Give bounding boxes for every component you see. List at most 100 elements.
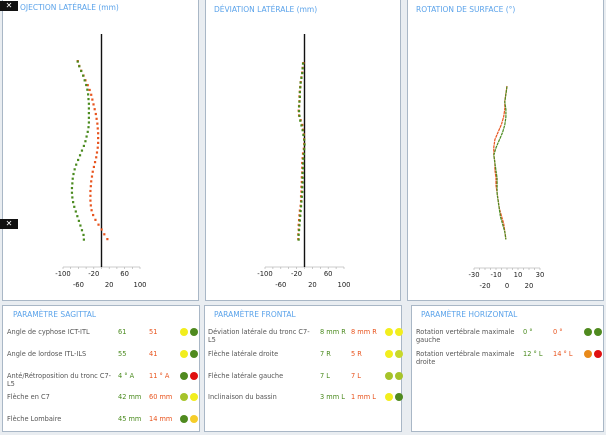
data-point <box>78 65 81 68</box>
data-point <box>77 158 80 162</box>
collapse-toggle-icon[interactable]: ✕ <box>0 219 18 229</box>
status-dot-icon <box>385 393 393 402</box>
horizontal-panel: PARAMÈTRE HORIZONTAL Rotation vertébrale… <box>411 305 604 432</box>
parameter-label: Rotation vertébrale maximale droite <box>416 349 515 366</box>
rotation-chart: -30 -10 10 30 -20 0 20 <box>468 85 544 290</box>
data-point <box>302 133 305 137</box>
data-point <box>97 136 100 140</box>
data-point <box>82 238 85 241</box>
tick-label: -30 <box>468 271 479 279</box>
data-point <box>77 219 80 222</box>
status-dot-icon <box>594 349 602 358</box>
parameter-label: Déviation latérale du tronc C7-L5 <box>208 328 310 344</box>
data-point <box>71 196 74 199</box>
tick-label: -20 <box>291 270 302 278</box>
parameter-row: Flèche en C7 42 mm 60 mm <box>3 393 199 411</box>
tick-label: 60 <box>324 270 333 278</box>
current-value: 7 L <box>351 371 361 380</box>
status-dot-icon <box>180 328 188 336</box>
data-point <box>82 74 85 77</box>
status-dot-icon <box>395 393 403 402</box>
data-point <box>71 177 74 180</box>
data-point <box>87 107 90 110</box>
tick-label: 10 <box>514 271 523 279</box>
status-dot-icon <box>190 349 198 358</box>
parameter-label: Angle de cyphose ICT-ITL <box>7 328 90 336</box>
collapse-toggle-icon[interactable]: ✕ <box>0 1 18 11</box>
data-point <box>302 152 305 156</box>
data-point <box>301 67 304 70</box>
tick-label: -60 <box>275 281 286 289</box>
data-point <box>300 76 303 79</box>
data-point <box>300 195 303 198</box>
sagittal-title: PARAMÈTRE SAGITTAL <box>13 310 97 319</box>
data-point <box>89 204 92 207</box>
data-point <box>89 194 92 197</box>
tick-label: 100 <box>338 281 351 289</box>
status-dot-icon <box>395 371 403 380</box>
data-point <box>94 112 97 116</box>
tick-label: -100 <box>257 270 272 278</box>
data-point <box>87 121 90 124</box>
data-point <box>301 62 305 65</box>
status-dot-icon <box>180 349 188 358</box>
data-point <box>90 93 93 96</box>
data-point <box>298 100 301 103</box>
tick-label: -60 <box>73 281 84 289</box>
tick-label: 20 <box>525 282 534 290</box>
reference-value: 3 mm L <box>320 393 345 402</box>
data-point <box>297 110 301 113</box>
data-point <box>95 117 98 120</box>
data-point <box>79 224 82 227</box>
data-point <box>70 186 74 190</box>
data-point <box>92 213 95 217</box>
reference-value: 42 mm <box>118 393 142 402</box>
data-point <box>303 148 306 151</box>
data-point <box>74 210 77 213</box>
tick-label: -20 <box>88 270 99 278</box>
tick-label: 60 <box>120 270 129 278</box>
parameter-row: Anté/Rétroposition du tronc C7-L5 4 ° A … <box>3 371 199 390</box>
data-point <box>297 228 301 232</box>
tick-label: -10 <box>490 271 501 279</box>
current-value: 11 ° A <box>149 371 170 380</box>
data-point <box>297 105 301 108</box>
current-value: 8 mm R <box>351 328 377 336</box>
rotation-panel: ROTATION DE SURFACE (°) -30 -10 10 30 -20 0 20 <box>407 0 604 301</box>
deviation-title: DÉVIATION LATÉRALE (mm) <box>214 5 318 14</box>
data-point <box>297 233 300 236</box>
data-point <box>89 185 92 188</box>
data-point <box>94 218 97 221</box>
data-point <box>80 149 84 152</box>
data-point <box>300 200 303 203</box>
status-dot-icon <box>584 328 592 336</box>
data-point <box>298 95 301 98</box>
data-point <box>103 233 106 236</box>
data-point <box>92 165 95 169</box>
data-point <box>298 114 301 118</box>
status-dot-icon <box>395 349 403 358</box>
data-point <box>96 146 99 149</box>
data-point <box>76 215 79 218</box>
data-point <box>70 191 74 194</box>
current-value: 51 <box>149 328 158 336</box>
deviation-chart: -100 -20 60 -60 20 100 <box>257 34 351 289</box>
parameter-row: Angle de cyphose ICT-ITL 61 51 <box>3 328 199 346</box>
tick-label: 20 <box>308 281 317 289</box>
data-point <box>91 98 94 101</box>
horizontal-title: PARAMÈTRE HORIZONTAL <box>421 310 518 319</box>
data-point <box>84 140 87 143</box>
tick-label: 100 <box>134 281 147 289</box>
current-value: 60 mm <box>149 393 173 402</box>
data-point <box>96 122 99 125</box>
data-point <box>301 167 305 170</box>
parameter-row: Flèche Lombaire 45 mm 14 mm <box>3 415 199 433</box>
parameter-row: Flèche latérale droite 7 R 5 R <box>205 349 403 368</box>
tick-label: -100 <box>55 270 70 278</box>
data-point <box>299 205 303 208</box>
data-point <box>303 143 306 146</box>
projection-title: OJECTION LATÉRALE (mm) <box>20 3 119 12</box>
reference-value: 8 mm R <box>320 328 346 336</box>
current-value: 5 R <box>351 349 362 358</box>
data-point <box>301 162 305 165</box>
